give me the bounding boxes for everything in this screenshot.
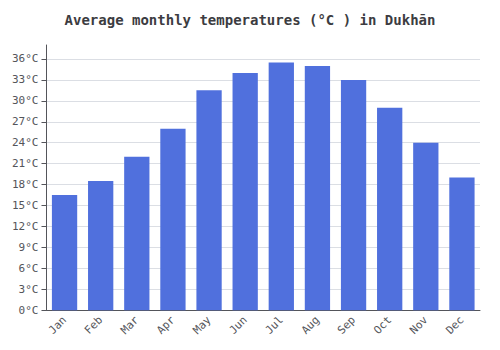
- svg-text:6°C: 6°C: [19, 262, 39, 275]
- svg-text:May: May: [190, 313, 213, 336]
- svg-text:Nov: Nov: [407, 313, 430, 336]
- svg-text:Dec: Dec: [443, 314, 466, 337]
- svg-text:Mar: Mar: [118, 313, 141, 336]
- svg-text:3°C: 3°C: [19, 283, 39, 296]
- svg-text:Sep: Sep: [335, 314, 358, 337]
- svg-text:9°C: 9°C: [19, 241, 39, 254]
- svg-text:Feb: Feb: [82, 314, 105, 337]
- svg-text:Aug: Aug: [299, 314, 322, 337]
- svg-text:24°C: 24°C: [12, 136, 39, 149]
- svg-text:18°C: 18°C: [12, 178, 39, 191]
- svg-text:27°C: 27°C: [12, 115, 39, 128]
- svg-text:12°C: 12°C: [12, 220, 39, 233]
- svg-text:21°C: 21°C: [12, 157, 39, 170]
- svg-text:Jun: Jun: [227, 314, 250, 337]
- svg-text:36°C: 36°C: [12, 52, 39, 65]
- svg-text:Oct: Oct: [371, 314, 394, 337]
- svg-text:0°C: 0°C: [19, 304, 39, 317]
- svg-text:15°C: 15°C: [12, 199, 39, 212]
- svg-text:33°C: 33°C: [12, 73, 39, 86]
- svg-text:Average monthly temperatures (: Average monthly temperatures (°C ) in Du…: [65, 12, 436, 28]
- svg-text:Jan: Jan: [46, 314, 69, 337]
- svg-text:Apr: Apr: [154, 313, 177, 336]
- svg-text:30°C: 30°C: [12, 94, 39, 107]
- svg-text:Jul: Jul: [263, 314, 286, 337]
